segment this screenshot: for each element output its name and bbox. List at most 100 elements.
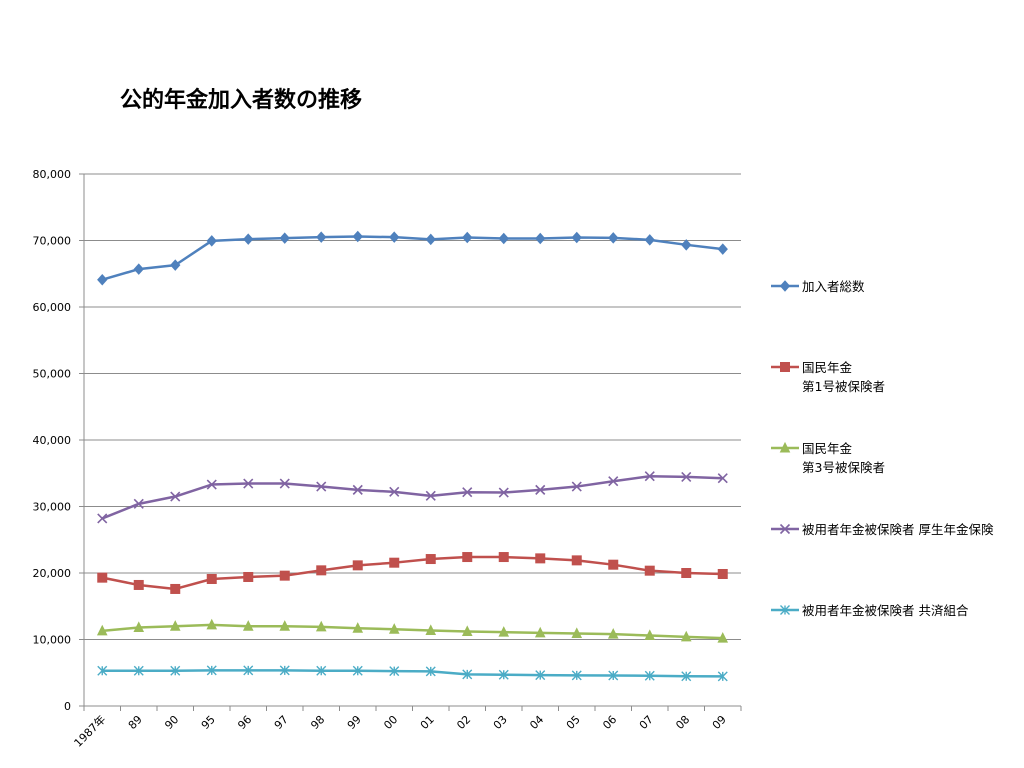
data-point [425,666,436,677]
series-line [101,235,723,281]
data-point [133,579,144,590]
data-point [571,555,582,566]
data-point [206,573,217,584]
data-point [779,441,791,453]
data-point [608,670,619,681]
x-tick-label: 03 [491,713,510,732]
x-tick-label: 95 [199,713,218,732]
x-tick-label: 1987年 [71,712,108,749]
series-4 [97,471,728,524]
data-point [644,629,656,641]
data-point [425,233,436,246]
data-point [498,487,509,498]
data-point [680,630,692,642]
data-point [425,624,437,636]
data-point [779,280,791,292]
legend-label: 加入者総数 [802,279,865,294]
data-point [608,559,619,570]
series-1 [97,230,728,286]
data-point [169,620,181,631]
data-point [462,552,473,563]
data-point [462,669,473,680]
data-point [644,234,655,246]
data-point [389,231,400,243]
data-point [571,231,582,244]
data-point [498,552,509,563]
series-line [101,474,723,520]
data-point [681,568,692,578]
data-point [279,620,291,631]
y-tick-label: 20,000 [33,567,72,580]
legend-label: 第3号被保険者 [802,460,885,475]
data-point [206,665,217,676]
data-point [644,670,655,681]
data-point [352,622,364,633]
data-point [644,565,655,576]
x-tick-label: 09 [710,713,729,732]
x-tick-label: 96 [235,713,254,732]
x-tick-label: 99 [345,713,364,732]
data-point [206,479,217,490]
data-point [97,513,108,524]
data-point [279,478,290,489]
data-point [243,233,254,245]
data-point [717,568,728,579]
data-point [389,666,400,677]
data-point [133,621,145,633]
y-tick-label: 40,000 [33,434,72,447]
data-point [97,665,108,676]
data-point [242,620,254,631]
data-point [96,624,108,636]
data-point [279,665,290,676]
x-tick-label: 01 [418,713,437,732]
data-point [279,232,290,244]
legend-entry: 被用者年金被保険者 共済組合 [771,603,969,618]
data-point [316,665,327,676]
data-point [206,618,218,630]
legend-label: 国民年金 [802,441,853,456]
data-point [498,626,510,637]
x-tick-label: 07 [637,713,656,732]
y-tick-label: 50,000 [33,368,72,381]
legend-label: 国民年金 [802,360,853,375]
chart-title: 公的年金加入者数の推移 [120,88,363,113]
data-point [133,665,144,676]
data-point [462,487,473,498]
data-point [534,626,546,638]
data-point [717,671,728,682]
data-point [352,560,363,571]
data-point [352,484,363,495]
data-point [535,232,546,245]
x-tick-label: 02 [454,713,473,732]
data-point [571,481,582,492]
data-point [462,231,473,244]
data-point [316,481,327,492]
data-point [316,231,327,243]
data-point [243,571,254,582]
legend-label: 被用者年金被保険者 共済組合 [802,603,969,618]
y-tick-label: 10,000 [33,634,72,647]
data-point [389,486,400,497]
x-tick-label: 00 [381,713,400,732]
data-point [607,628,619,639]
x-tick-label: 89 [126,713,145,732]
data-point [316,565,327,576]
x-tick-label: 98 [308,713,327,732]
data-point [170,259,181,271]
legend-entry: 加入者総数 [771,279,865,294]
data-point [425,554,436,565]
data-point [170,665,181,676]
data-point [681,671,692,682]
series-3 [96,618,729,643]
data-point [389,557,400,568]
data-point [608,476,619,487]
data-point [681,239,692,251]
data-point [717,473,728,484]
data-point [243,665,254,676]
data-point [388,623,400,634]
x-tick-label: 97 [272,713,291,732]
legend-entry: 被用者年金被保険者 厚生年金保険 [771,522,994,537]
data-point [279,570,290,581]
data-point [170,491,181,502]
